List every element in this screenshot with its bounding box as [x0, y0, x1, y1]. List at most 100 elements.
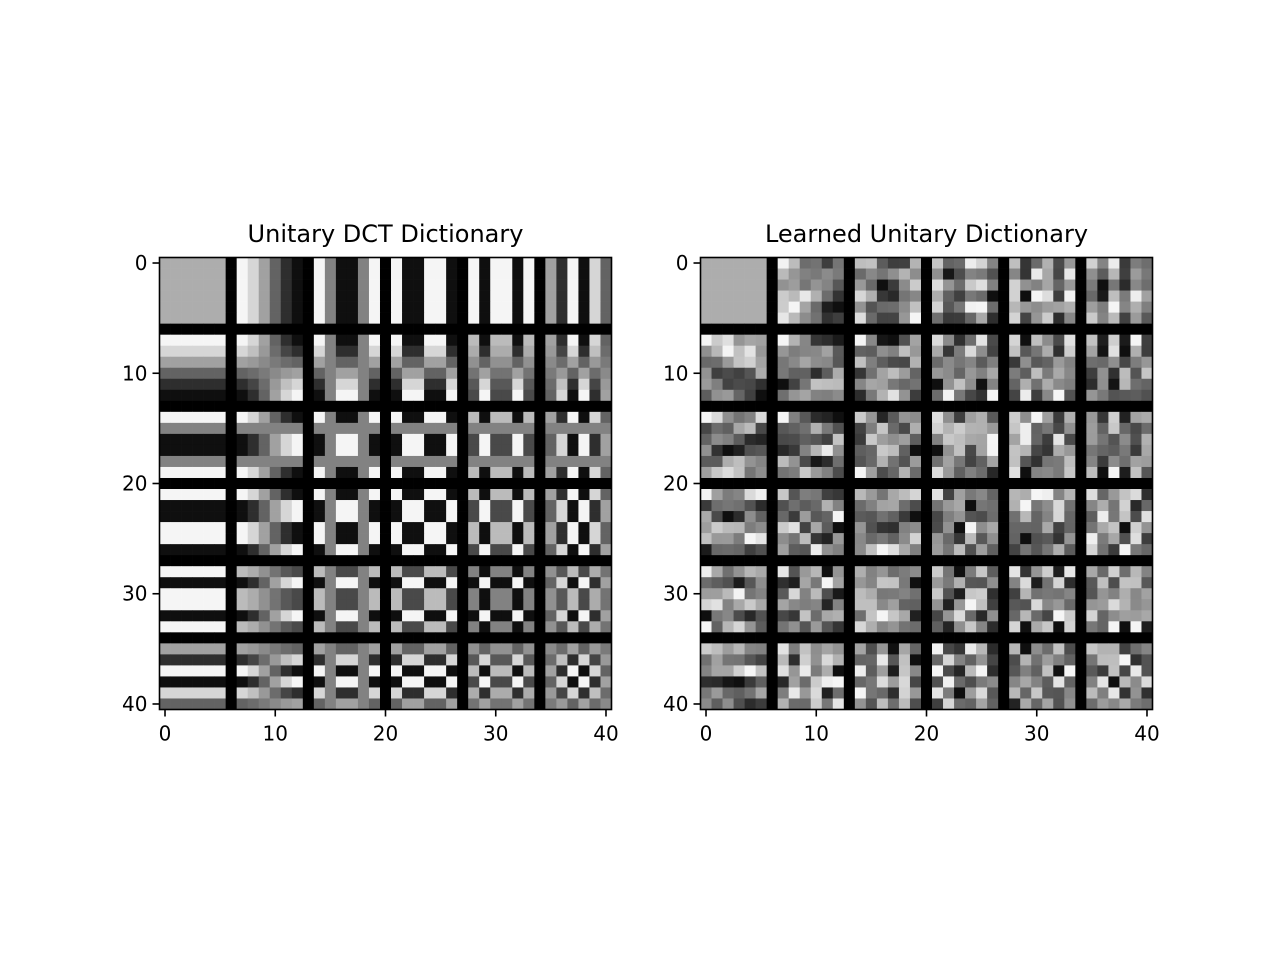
- heatmap-cell: [324, 378, 337, 391]
- heatmap-cell: [523, 400, 535, 413]
- heatmap-cell: [810, 555, 823, 567]
- heatmap-cell: [898, 687, 911, 699]
- heatmap-cell: [512, 334, 524, 347]
- heatmap-cell: [976, 544, 988, 556]
- heatmap-cell: [402, 422, 414, 435]
- heatmap-cell: [1119, 522, 1131, 534]
- heatmap-cell: [1130, 367, 1142, 380]
- heatmap-cell: [788, 500, 801, 512]
- heatmap-cell: [909, 555, 922, 567]
- heatmap-cell: [523, 632, 535, 644]
- heatmap-cell: [324, 455, 337, 468]
- heatmap-cell: [799, 411, 812, 424]
- heatmap-cell: [943, 566, 955, 578]
- heatmap-cell: [214, 522, 226, 534]
- heatmap-cell: [170, 301, 182, 313]
- heatmap-cell: [898, 378, 911, 391]
- heatmap-cell: [479, 301, 491, 313]
- heatmap-cell: [1130, 643, 1142, 655]
- heatmap-cell: [346, 588, 359, 600]
- heatmap-cell: [225, 367, 238, 380]
- heatmap-cell: [898, 411, 911, 424]
- heatmap-cell: [976, 345, 988, 358]
- heatmap-cell: [258, 698, 271, 710]
- heatmap-cell: [821, 698, 834, 710]
- heatmap-cell: [435, 511, 447, 523]
- heatmap-cell: [368, 665, 381, 677]
- heatmap-cell: [722, 444, 734, 457]
- heatmap-cell: [391, 577, 403, 589]
- heatmap-cell: [1042, 279, 1054, 291]
- heatmap-cell: [534, 400, 546, 413]
- heatmap-cell: [324, 599, 337, 611]
- heatmap-cell: [335, 544, 348, 556]
- heatmap-cell: [876, 444, 889, 457]
- heatmap-cell: [269, 334, 282, 347]
- heatmap-cell: [424, 389, 436, 402]
- heatmap-cell: [1064, 533, 1076, 545]
- heatmap-cell: [280, 599, 293, 611]
- heatmap-cell: [501, 665, 513, 677]
- heatmap-cell: [468, 444, 480, 457]
- heatmap-cell: [766, 588, 779, 600]
- heatmap-cell: [512, 389, 524, 402]
- heatmap-cell: [1086, 356, 1098, 369]
- heatmap-cell: [391, 489, 403, 501]
- heatmap-cell: [413, 312, 425, 324]
- heatmap-cell: [887, 389, 900, 402]
- heatmap-cell: [589, 367, 601, 380]
- heatmap-cell: [1064, 312, 1076, 324]
- heatmap-cell: [280, 433, 293, 446]
- heatmap-cell: [1108, 345, 1120, 358]
- heatmap-cell: [1141, 698, 1153, 710]
- heatmap-cell: [1009, 268, 1021, 280]
- heatmap-cell: [1130, 444, 1142, 457]
- heatmap-cell: [192, 577, 204, 589]
- heatmap-cell: [391, 279, 403, 291]
- heatmap-cell: [501, 444, 513, 457]
- heatmap-cell: [766, 676, 779, 688]
- heatmap-cell: [236, 466, 249, 479]
- heatmap-cell: [1097, 444, 1109, 457]
- heatmap-cell: [159, 566, 171, 578]
- heatmap-cell: [192, 466, 204, 479]
- heatmap-cell: [943, 466, 955, 479]
- heatmap-cell: [920, 323, 933, 336]
- heatmap-cell: [468, 477, 480, 490]
- heatmap-cell: [424, 522, 436, 534]
- heatmap-cell: [203, 466, 215, 479]
- heatmap-cell: [865, 555, 878, 567]
- heatmap-cell: [236, 279, 249, 291]
- heatmap-cell: [435, 334, 447, 347]
- heatmap-cell: [236, 389, 249, 402]
- heatmap-cell: [490, 489, 502, 501]
- heatmap-cell: [832, 577, 845, 589]
- heatmap-cell: [744, 577, 756, 589]
- heatmap-cell: [159, 621, 171, 633]
- heatmap-cell: [788, 544, 801, 556]
- y-tick-label: 40: [663, 692, 688, 716]
- heatmap-cell: [181, 621, 193, 633]
- heatmap-cell: [810, 312, 823, 324]
- heatmap-cell: [302, 610, 315, 622]
- heatmap-cell: [832, 500, 845, 512]
- heatmap-cell: [799, 588, 812, 600]
- heatmap-cell: [1020, 433, 1032, 446]
- heatmap-cell: [976, 356, 988, 369]
- heatmap-cell: [1075, 268, 1087, 280]
- heatmap-cell: [1020, 389, 1032, 402]
- heatmap-cell: [258, 312, 271, 324]
- heatmap-cell: [501, 621, 513, 633]
- heatmap-cell: [998, 698, 1010, 710]
- heatmap-cell: [424, 500, 436, 512]
- heatmap-cell: [843, 643, 856, 655]
- heatmap-cell: [203, 455, 215, 468]
- heatmap-cell: [1031, 433, 1043, 446]
- heatmap-cell: [1075, 555, 1087, 567]
- heatmap-cell: [998, 279, 1010, 291]
- heatmap-cell: [1119, 566, 1131, 578]
- heatmap-cell: [876, 400, 889, 413]
- heatmap-cell: [898, 555, 911, 567]
- heatmap-cell: [424, 334, 436, 347]
- heatmap-cell: [203, 312, 215, 324]
